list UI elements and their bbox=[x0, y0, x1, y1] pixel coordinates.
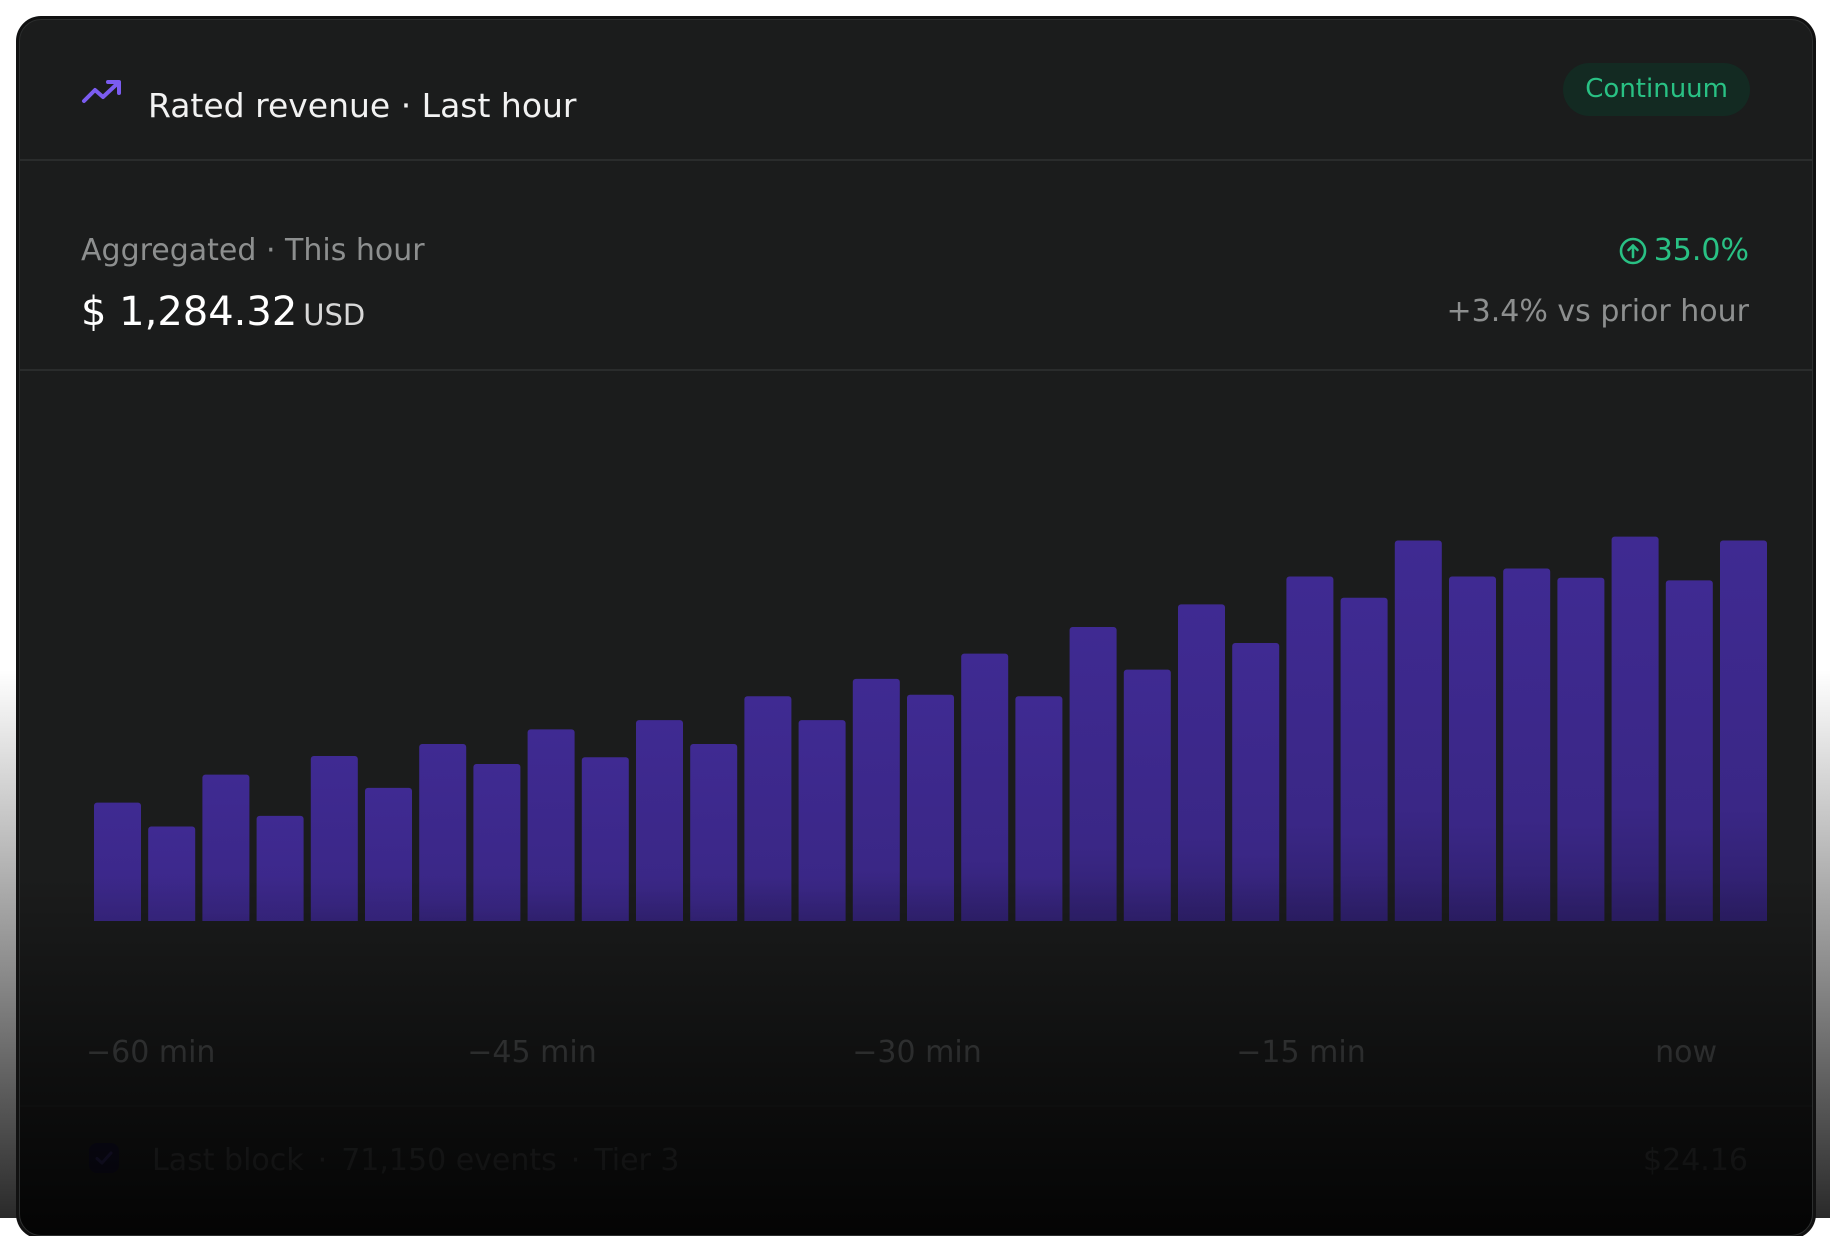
chart-bar[interactable] bbox=[1069, 627, 1117, 921]
chart-bar[interactable] bbox=[1611, 536, 1659, 921]
chart-bar[interactable] bbox=[1449, 576, 1496, 922]
chart-bar[interactable] bbox=[365, 787, 412, 921]
chart-bar[interactable] bbox=[852, 678, 900, 921]
check-icon bbox=[89, 1143, 119, 1173]
chart-bar[interactable] bbox=[690, 744, 738, 921]
chart-bar[interactable] bbox=[798, 720, 846, 921]
chart-bar[interactable] bbox=[256, 815, 304, 921]
change-indicator: 35.0% bbox=[1618, 233, 1749, 268]
revenue-card: Rated revenue · Last hour Continuum Aggr… bbox=[19, 19, 1813, 1236]
revenue-amount: $ 1,284.32 bbox=[81, 289, 298, 335]
compare-text: +3.4% vs prior hour bbox=[1446, 294, 1749, 329]
chart-bar[interactable] bbox=[961, 653, 1009, 921]
x-tick-label: −15 min bbox=[1236, 1035, 1366, 1070]
tier-label: Tier 3 bbox=[594, 1143, 680, 1178]
chart-bar[interactable] bbox=[1503, 568, 1551, 922]
chart-bar[interactable] bbox=[907, 694, 954, 921]
arrow-up-circle-icon bbox=[1619, 237, 1646, 264]
chart-bar[interactable] bbox=[1123, 669, 1171, 921]
x-tick-label: −60 min bbox=[86, 1035, 216, 1070]
event-count: 71,150 events bbox=[341, 1143, 557, 1178]
chart-bar[interactable] bbox=[473, 764, 521, 921]
last-block-details: Last block · 71,150 events · Tier 3 bbox=[152, 1143, 679, 1178]
revenue-bar-chart bbox=[94, 536, 1767, 922]
revenue-currency: USD bbox=[303, 298, 366, 332]
stats-section: Aggregated · This hour $ 1,284.32 USD 35.… bbox=[20, 161, 1812, 371]
chart-bar[interactable] bbox=[419, 744, 467, 921]
last-block-amount: $24.16 bbox=[1643, 1143, 1748, 1178]
chart-bar[interactable] bbox=[202, 774, 250, 921]
last-block-row[interactable]: Last block · 71,150 events · Tier 3 $24.16 bbox=[20, 1105, 1812, 1235]
separator-dot: · bbox=[317, 1143, 328, 1178]
source-badge[interactable]: Continuum bbox=[1563, 63, 1750, 116]
x-tick-label: −45 min bbox=[467, 1035, 597, 1070]
last-block-label: Last block bbox=[152, 1143, 304, 1178]
chart-bar[interactable] bbox=[310, 756, 358, 921]
chart-bar[interactable] bbox=[1178, 604, 1225, 921]
separator-dot: · bbox=[570, 1143, 581, 1178]
chart-bar[interactable] bbox=[1015, 696, 1063, 921]
x-tick-label: −30 min bbox=[852, 1035, 982, 1070]
chart-bar[interactable] bbox=[1557, 577, 1605, 921]
chart-bar[interactable] bbox=[636, 720, 683, 921]
chart-bar[interactable] bbox=[1394, 540, 1442, 922]
chart-bar[interactable] bbox=[744, 696, 792, 921]
trending-up-icon bbox=[82, 80, 121, 103]
change-value: 35.0% bbox=[1653, 233, 1749, 268]
chart-bar[interactable] bbox=[1286, 576, 1334, 922]
chart-bar[interactable] bbox=[1665, 580, 1713, 921]
card-header: Rated revenue · Last hour Continuum bbox=[20, 20, 1812, 161]
chart-bar[interactable] bbox=[1232, 643, 1280, 921]
chart-bar[interactable] bbox=[527, 729, 575, 921]
chart-bar[interactable] bbox=[148, 826, 196, 922]
stats-label: Aggregated · This hour bbox=[81, 233, 425, 268]
chart-bar[interactable] bbox=[581, 757, 629, 921]
revenue-value: $ 1,284.32 USD bbox=[81, 289, 365, 335]
card-title: Rated revenue · Last hour bbox=[148, 86, 577, 125]
chart-bar[interactable] bbox=[1340, 597, 1388, 921]
chart-bar[interactable] bbox=[94, 802, 141, 921]
x-tick-label: now bbox=[1655, 1035, 1717, 1070]
chart-bar[interactable] bbox=[1720, 540, 1767, 922]
